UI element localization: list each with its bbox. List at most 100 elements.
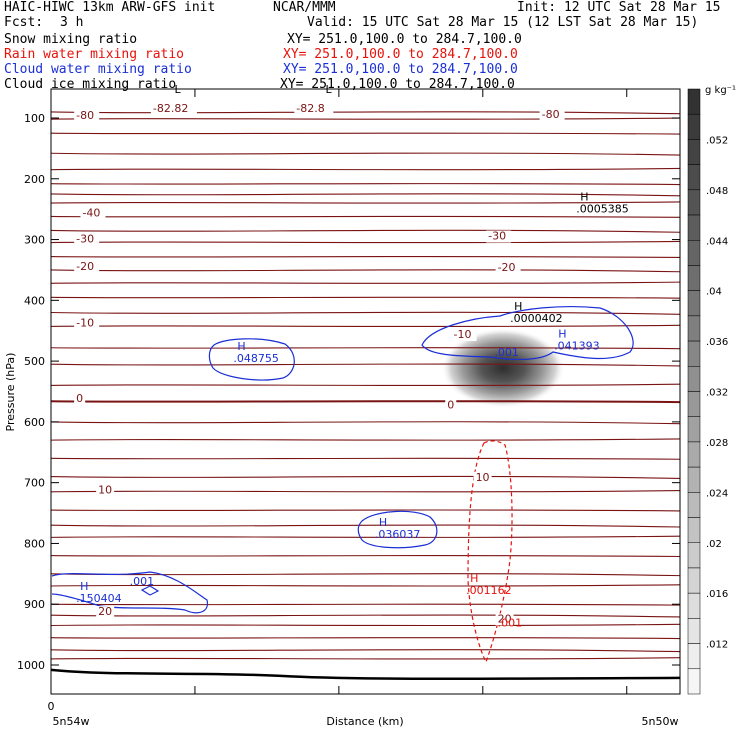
extremum-value: .048755 <box>233 352 279 365</box>
isotherm-label-bg <box>486 230 512 243</box>
colorbar-segment <box>687 618 701 644</box>
isotherm-label-bg <box>96 484 115 497</box>
isotherm-line <box>51 603 680 606</box>
colorbar-label: .024 <box>706 488 728 499</box>
isotherm-label-bg <box>294 102 334 115</box>
isotherm-label: -82.82 <box>153 102 188 115</box>
field-xy-cloud-water: XY= 251.0,100.0 to 284.7,100.0 <box>283 62 518 77</box>
isotherm-label-bg <box>74 233 100 246</box>
isotherm-line <box>51 117 680 120</box>
isotherm-line <box>51 281 680 284</box>
colorbar-segment <box>687 492 701 518</box>
isotherm-label: 10 <box>98 484 112 497</box>
isotherm-label-bg <box>80 207 106 220</box>
colorbar-segment <box>687 139 701 165</box>
field-xy-snow: XY= 251.0,100.0 to 284.7,100.0 <box>287 32 522 47</box>
y-tick-label: 700 <box>24 477 45 490</box>
field-name-cloud-water: Cloud water mixing ratio <box>4 62 192 77</box>
colorbar-segment <box>687 567 701 594</box>
y-tick-label: 400 <box>24 294 45 307</box>
colorbar-segment <box>687 466 701 493</box>
cloud-water-contour <box>51 571 209 614</box>
isotherm-label-bg <box>473 471 492 484</box>
isotherm-line <box>51 347 680 350</box>
isotherm-line <box>51 201 680 204</box>
header-org: NCAR/MMM <box>273 0 336 15</box>
temperature-isotherms <box>51 111 680 681</box>
isotherm-label-bg <box>445 399 457 412</box>
y-tick-label: 1000 <box>17 659 45 672</box>
extremum-value: .001 <box>498 616 522 629</box>
y-tick-label: 600 <box>24 416 45 429</box>
isotherm-line <box>51 614 680 618</box>
cloud-water-contour <box>421 305 634 361</box>
isotherm-label-bg <box>451 329 477 342</box>
isotherm-label: -40 <box>82 206 100 219</box>
isotherm-label: -30 <box>76 233 94 246</box>
isotherm-line <box>51 240 680 244</box>
rain-water-contour <box>467 440 513 664</box>
cloud-water-contour <box>357 510 438 549</box>
colorbar-segment <box>687 391 701 417</box>
isotherm-line <box>51 457 680 460</box>
isotherm-line <box>51 524 680 528</box>
extremum-symbol: H <box>558 328 566 341</box>
isotherm-line <box>51 296 680 299</box>
isotherm-line <box>51 269 680 273</box>
isotherm-line <box>51 421 680 425</box>
isotherm-line <box>51 475 680 479</box>
colorbar-label: .044 <box>706 236 728 247</box>
colorbar-label: .048 <box>706 186 728 197</box>
extremum-symbol: H <box>470 572 478 585</box>
isotherm-label-bg <box>495 613 514 626</box>
colorbar-segment <box>687 441 701 468</box>
isotherm-label-bg <box>74 110 100 123</box>
colorbar-segment <box>687 240 701 266</box>
isotherm-label-bg <box>150 102 197 115</box>
extremum-symbol: H <box>580 190 588 203</box>
colorbar-segment <box>687 113 701 140</box>
colorbar-segment <box>687 592 701 619</box>
colorbar-segment <box>687 416 701 443</box>
field-name-snow: Snow mixing ratio <box>4 32 138 47</box>
isotherm-label-bg <box>74 392 86 405</box>
cloud-water-contour <box>140 585 160 596</box>
isotherm-label: -10 <box>76 316 94 329</box>
isotherm-line <box>51 132 680 135</box>
isotherm-line <box>51 255 680 259</box>
contour-labels: -82.82 -82.8 -80 -80 -40 -30 -30 -20 -20 -10 -10 0 0… <box>74 83 629 629</box>
isotherm-line <box>51 637 680 640</box>
x-tick-label: 0 <box>48 700 55 713</box>
isotherm-label: -10 <box>454 328 472 341</box>
y-axis-title: Pressure (hPa) <box>4 353 17 432</box>
colorbar-segment <box>687 643 701 670</box>
isotherm-line <box>51 311 680 315</box>
colorbar-segment <box>687 214 701 241</box>
isotherm-line <box>51 584 680 587</box>
isotherm-label: 0 <box>76 392 83 405</box>
isotherm-line <box>51 363 680 367</box>
isotherm-label: -30 <box>488 230 506 243</box>
x-end-label-left: 5n54w <box>53 715 90 728</box>
colorbar-segment <box>687 366 701 392</box>
isotherm-line <box>51 215 680 218</box>
isotherm-line <box>51 167 680 171</box>
isotherm-line <box>51 383 680 387</box>
isotherm-label-bg <box>96 606 115 619</box>
colorbar-segment <box>687 265 701 291</box>
y-tick-label: 900 <box>24 598 45 611</box>
colorbar-label: .028 <box>706 438 728 449</box>
y-tick-label: 100 <box>24 112 45 125</box>
field-name-rain: Rain water mixing ratio <box>4 47 185 62</box>
colorbar-label: .016 <box>706 589 728 600</box>
isotherm-line <box>51 438 680 441</box>
y-tick-label: 800 <box>24 537 45 550</box>
colorbar-segment <box>687 340 701 367</box>
colorbar-segment <box>687 315 701 342</box>
isotherm-label: -20 <box>498 261 516 274</box>
extremum-value: .001 <box>130 575 155 588</box>
field-xy-rain: XY= 251.0,100.0 to 284.7,100.0 <box>283 47 518 62</box>
isotherm-label: 0 <box>447 399 454 412</box>
